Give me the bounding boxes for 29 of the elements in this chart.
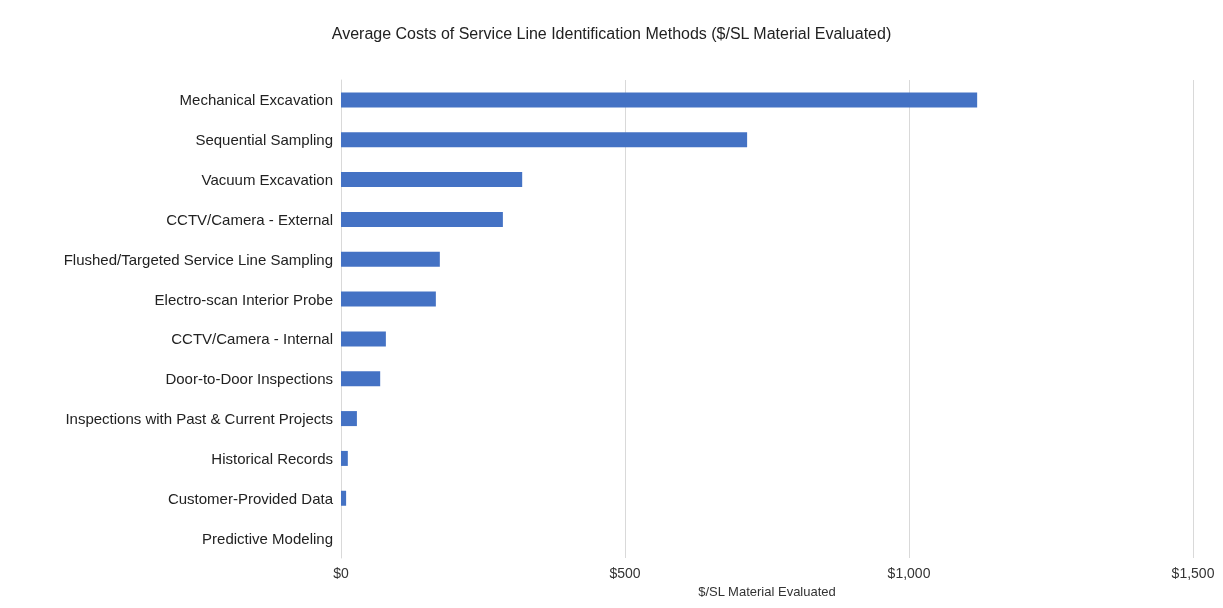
x-tick-label: $1,500 xyxy=(1171,565,1215,581)
chart-title: Average Costs of Service Line Identification Methods ($/SL Material Evaluated) xyxy=(331,24,892,42)
y-tick-label: CCTV/Camera - External xyxy=(166,210,333,228)
x-tick-label: $0 xyxy=(333,565,349,581)
y-tick-label: Historical Records xyxy=(211,449,333,467)
y-tick-label: Vacuum Excavation xyxy=(201,171,333,189)
bar xyxy=(341,92,978,108)
y-tick-label: Predictive Modeling xyxy=(202,529,333,547)
y-tick-label: CCTV/Camera - Internal xyxy=(171,330,333,348)
bar xyxy=(341,411,357,427)
bar xyxy=(341,172,523,188)
y-tick-label: Door-to-Door Inspections xyxy=(165,370,333,388)
bar xyxy=(341,490,347,506)
y-tick-label: Mechanical Excavation xyxy=(179,91,333,109)
x-tick-label: $500 xyxy=(609,565,641,581)
bar xyxy=(341,450,348,466)
y-tick-label: Flushed/Targeted Service Line Sampling xyxy=(63,250,333,268)
y-tick-label: Inspections with Past & Current Projects xyxy=(65,410,333,428)
y-tick-label: Electro-scan Interior Probe xyxy=(154,290,333,308)
bar xyxy=(341,371,381,387)
bar xyxy=(341,132,748,148)
y-tick-label: Sequential Sampling xyxy=(195,131,333,149)
bar xyxy=(341,211,503,227)
bar xyxy=(341,291,436,307)
bar xyxy=(341,251,440,267)
x-tick-label: $1,000 xyxy=(887,565,931,581)
x-axis-title: $/SL Material Evaluated xyxy=(698,583,836,599)
bar xyxy=(341,331,386,347)
y-tick-label: Customer-Provided Data xyxy=(167,489,334,507)
